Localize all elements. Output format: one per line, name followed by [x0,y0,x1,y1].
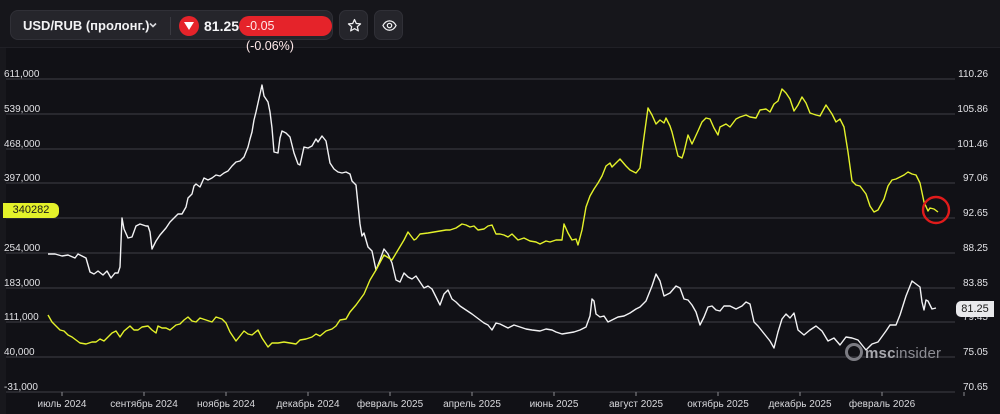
right-axis-tick: 92.65 [962,208,988,219]
price-line [47,88,939,348]
right-axis-tick: 75.05 [962,347,988,358]
right-axis-tick: 110.26 [958,69,988,80]
chart-canvas[interactable] [0,48,1000,414]
msc-logo-icon [845,343,863,361]
x-axis-tick: апрель 2025 [443,399,501,410]
x-axis-tick: февраль 2025 [356,399,424,410]
x-axis-tick: ноябрь 2024 [196,399,256,410]
last-price: 81.25 [204,18,240,34]
left-axis-tick: -31,000 [4,382,38,393]
x-axis-tick: декабрь 2025 [768,399,832,410]
left-axis-tick: 254,000 [4,243,41,254]
right-axis-tick: 97.06 [962,173,988,184]
left-axis-tick: 111,000 [4,312,39,323]
down-triangle-icon [179,16,199,36]
divider [170,17,171,35]
right-axis-tick: 70.65 [962,382,988,393]
price-value-badge: 81.25 [956,301,994,317]
left-axis-tick: 40,000 [4,347,35,358]
x-axis-tick: февраль 2026 [848,399,916,410]
open-interest-value-badge: 340282 [3,203,59,218]
x-axis-tick: июнь 2025 [529,399,579,410]
right-axis-tick: 83.85 [962,278,988,289]
price-change-badge: -0.05 (-0.06%) [239,16,332,53]
right-axis-tick: 101.46 [957,139,988,150]
highlight-circle [921,195,951,225]
right-axis-tick: 88.25 [962,243,988,254]
x-axis-tick: декабрь 2024 [276,399,340,410]
left-axis-tick: 611,000 [4,69,40,80]
x-axis-tick: июль 2024 [37,399,87,410]
eye-icon [382,20,397,31]
right-axis-tick: 79.45 [962,312,988,323]
x-axis-tick: сентябрь 2024 [110,399,178,410]
gridlines [6,78,955,393]
left-axis-tick: 183,000 [4,278,41,289]
x-axis-tick: август 2025 [608,399,664,410]
star-icon [347,18,362,32]
favorite-button[interactable] [339,10,368,40]
panel-edge [0,48,6,414]
left-axis-tick: 539,000 [4,104,41,115]
left-axis-tick: 397,000 [4,173,41,184]
watch-button[interactable] [374,10,403,40]
x-axis-tick: октябрь 2025 [687,399,749,410]
instrument-name: USD/RUB (пролонг.) [23,18,150,33]
instrument-selector[interactable]: USD/RUB (пролонг.) 81.25 -0.05 (-0.06%) [10,10,333,53]
open-interest-line [48,84,937,351]
left-axis-tick: 468,000 [4,139,41,150]
toolbar: USD/RUB (пролонг.) 81.25 -0.05 (-0.06%) [0,0,1000,53]
chevron-down-icon [149,22,157,28]
x-axis-ticks [61,392,965,396]
watermark: mscinsider [865,345,942,362]
right-axis-tick: 105.86 [957,104,988,115]
